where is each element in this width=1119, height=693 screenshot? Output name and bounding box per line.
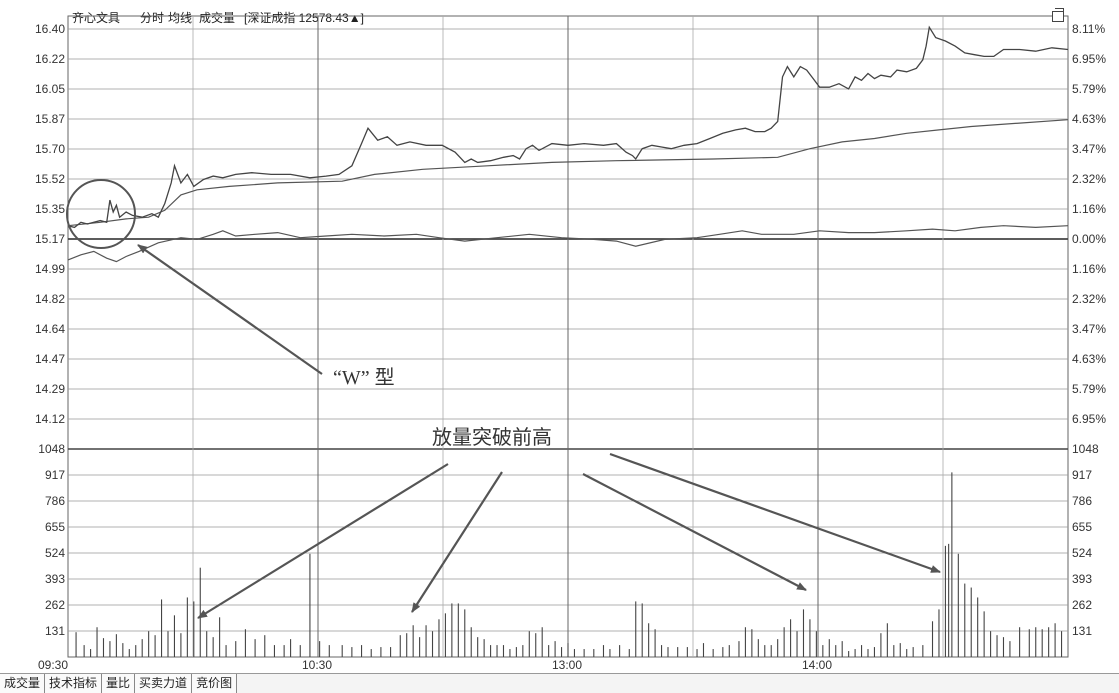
volume-tick-label-left: 655: [45, 520, 65, 534]
volume-tick-label-left: 524: [45, 546, 65, 560]
percent-tick-label: 3.47%: [1072, 142, 1106, 156]
volume-tick-label-right: 1048: [1072, 442, 1099, 456]
percent-tick-label: 4.63%: [1072, 112, 1106, 126]
percent-tick-label: 1.16%: [1072, 262, 1106, 276]
header-item-volume[interactable]: 成交量: [199, 10, 235, 25]
price-tick-label: 15.35: [35, 202, 65, 216]
annotation-w-shape: “W” 型: [66, 179, 395, 389]
percent-tick-label: 2.32%: [1072, 172, 1106, 186]
price-tick-label: 14.82: [35, 292, 65, 306]
price-tick-label: 16.40: [35, 22, 65, 36]
time-tick-label: 14:00: [802, 658, 832, 672]
percent-tick-label: 1.16%: [1072, 202, 1106, 216]
volume-tick-label-right: 917: [1072, 468, 1092, 482]
tab-volume-ratio[interactable]: 量比: [102, 674, 136, 693]
percent-tick-label: 5.79%: [1072, 82, 1106, 96]
volume-arrow-2: [411, 471, 503, 613]
percent-tick-label: 2.32%: [1072, 292, 1106, 306]
volume-arrow-3: [582, 473, 807, 591]
volume-tick-label-left: 786: [45, 494, 65, 508]
index-line: [67, 225, 1069, 263]
time-tick-label: 09:30: [38, 658, 68, 672]
volume-arrow-4: [609, 452, 941, 574]
volume-tick-label-right: 393: [1072, 572, 1092, 586]
annotation-volume-break: 放量突破前高: [197, 426, 941, 619]
price-tick-label: 14.29: [35, 382, 65, 396]
tab-auction-chart[interactable]: 竞价图: [192, 674, 238, 693]
index-readout: [深证成指 12578.43▲]: [244, 10, 364, 25]
percent-tick-label: 6.95%: [1072, 52, 1106, 66]
w-shape-label: “W” 型: [333, 366, 395, 389]
stock-name: 齐心文具: [72, 10, 120, 25]
volume-break-label: 放量突破前高: [432, 426, 552, 449]
price-tick-label: 15.87: [35, 112, 65, 126]
chart-header: 齐心文具 分时 均线 成交量 [深证成指 12578.43▲]: [72, 10, 364, 25]
tab-buy-sell-force[interactable]: 买卖力道: [135, 674, 193, 693]
percent-tick-label: 3.47%: [1072, 322, 1106, 336]
price-tick-label: 15.52: [35, 172, 65, 186]
percent-tick-label: 4.63%: [1072, 352, 1106, 366]
price-tick-label: 14.64: [35, 322, 65, 336]
time-axis: 09:30 10:30 13:00 14:00: [38, 658, 832, 672]
price-tick-label: 16.22: [35, 52, 65, 66]
indicator-tab-bar: 成交量 技术指标 量比 买卖力道 竞价图: [0, 673, 1119, 693]
average-price-line: [67, 119, 1069, 227]
percent-tick-label: 0.00%: [1072, 232, 1106, 246]
price-tick-label: 14.47: [35, 352, 65, 366]
volume-tick-label-right: 131: [1072, 624, 1092, 638]
w-shape-arrow: [137, 244, 323, 375]
price-line: [67, 25, 1069, 229]
tab-technical-indicator[interactable]: 技术指标: [45, 674, 103, 693]
chart-grid: [67, 15, 1069, 658]
volume-tick-label-left: 262: [45, 598, 65, 612]
percent-tick-label: 5.79%: [1072, 382, 1106, 396]
volume-bars: [75, 472, 1063, 657]
volume-tick-label-right: 262: [1072, 598, 1092, 612]
price-tick-label: 14.12: [35, 412, 65, 426]
percent-axis-right: 8.11% 6.95% 5.79% 4.63% 3.47% 2.32% 1.16% 0.00%…: [1072, 22, 1106, 426]
time-tick-label: 10:30: [302, 658, 332, 672]
price-tick-label: 15.70: [35, 142, 65, 156]
volume-arrow-1: [197, 463, 449, 619]
volume-tick-label-left: 131: [45, 624, 65, 638]
price-tick-label: 15.17: [35, 232, 65, 246]
window-toggle-icon[interactable]: [1052, 8, 1064, 22]
volume-tick-label-right: 524: [1072, 546, 1092, 560]
volume-tick-label-right: 786: [1072, 494, 1092, 508]
volume-tick-label-left: 917: [45, 468, 65, 482]
volume-tick-label-left: 393: [45, 572, 65, 586]
volume-axis: 1048 1048 917 917 786 786 655 655 524 524 393 393 26…: [38, 442, 1099, 638]
volume-tick-label-right: 655: [1072, 520, 1092, 534]
time-tick-label: 13:00: [552, 658, 582, 672]
header-item-average[interactable]: 均线: [168, 11, 192, 25]
volume-tick-label-left: 1048: [38, 442, 65, 456]
price-tick-label: 16.05: [35, 82, 65, 96]
price-tick-label: 14.99: [35, 262, 65, 276]
w-shape-circle: [66, 179, 136, 249]
percent-tick-label: 8.11%: [1072, 22, 1105, 36]
price-axis-left: 16.40 16.22 16.05 15.87 15.70 15.52 15.35 15.17…: [35, 22, 65, 426]
percent-tick-label: 6.95%: [1072, 412, 1106, 426]
header-item-intraday[interactable]: 分时: [140, 11, 164, 25]
tab-volume[interactable]: 成交量: [0, 674, 46, 693]
